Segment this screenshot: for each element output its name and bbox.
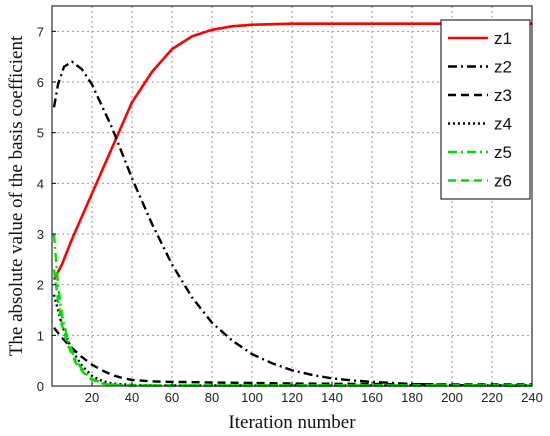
legend-label-z3: z3: [494, 86, 512, 105]
y-tick-label: 2: [37, 278, 44, 293]
x-tick-label: 160: [361, 390, 383, 405]
x-tick-label: 40: [125, 390, 139, 405]
x-tick-label: 180: [401, 390, 423, 405]
x-tick-label: 100: [241, 390, 263, 405]
y-tick-label: 6: [37, 75, 44, 90]
legend-box: [440, 19, 531, 200]
y-tick-label: 1: [37, 328, 44, 343]
y-tick-label: 4: [37, 176, 44, 191]
series-line-z3: [53, 326, 532, 386]
x-tick-label: 120: [281, 390, 303, 405]
series-line-z2: [52, 60, 532, 387]
y-tick-label: 0: [37, 379, 44, 394]
x-tick-label: 20: [85, 390, 99, 405]
y-tick-label: 7: [37, 24, 44, 39]
x-tick-label: 200: [441, 390, 463, 405]
x-tick-label: 80: [205, 390, 219, 405]
series-line-z1: [52, 22, 532, 281]
legend-label-z1: z1: [494, 29, 512, 48]
x-tick-label: 60: [165, 390, 179, 405]
legend-label-z5: z5: [494, 143, 512, 162]
series-line-z5: [52, 233, 532, 387]
x-tick-label: 240: [521, 390, 543, 405]
legend-label-z2: z2: [494, 58, 512, 77]
axis-ticks: 20 40 60 80 100 120 140 160 180 200 220 240 0 1 2 3 4 5 6 7: [37, 24, 543, 405]
x-axis-title: Iteration number: [228, 412, 356, 433]
y-tick-label: 5: [37, 126, 44, 141]
legend-label-z6: z6: [494, 172, 512, 191]
legend-label-z4: z4: [494, 115, 512, 134]
y-tick-label: 3: [37, 227, 44, 242]
x-tick-label: 140: [321, 390, 343, 405]
y-axis-title: The absolute value of the basis coeffici…: [6, 35, 27, 356]
legend: z1 z2 z3 z4 z5 z6: [440, 19, 531, 200]
x-tick-label: 220: [481, 390, 503, 405]
